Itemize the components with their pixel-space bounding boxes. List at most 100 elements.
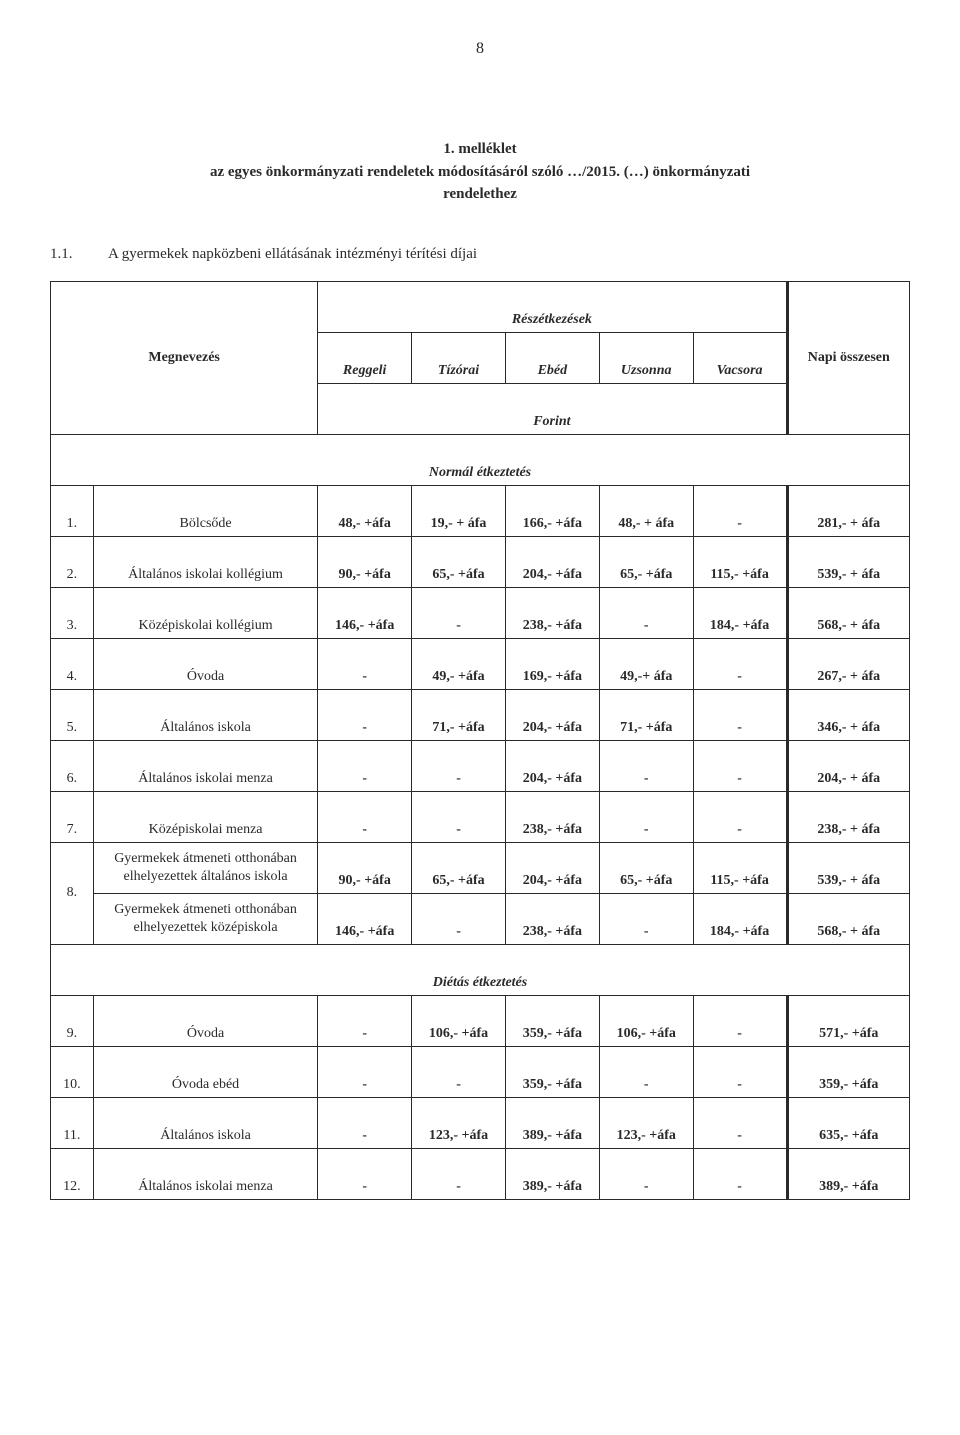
row-name: Középiskolai menza <box>93 791 317 842</box>
row-name: Általános iskolai kollégium <box>93 536 317 587</box>
cell-uzsonna: - <box>599 1046 693 1097</box>
cell-vacsora: - <box>693 995 787 1046</box>
col-uzsonna: Uzsonna <box>599 332 693 383</box>
cell-vacsora: 115,- +áfa <box>693 842 787 893</box>
cell-total: 571,- +áfa <box>787 995 909 1046</box>
cell-tizorai: - <box>412 1148 506 1199</box>
cell-total: 204,- + áfa <box>787 740 909 791</box>
cell-uzsonna: 65,- +áfa <box>599 536 693 587</box>
cell-ebed: 169,- +áfa <box>505 638 599 689</box>
cell-vacsora: - <box>693 1046 787 1097</box>
table-row: 1.Bölcsőde48,- +áfa19,- + áfa166,- +áfa4… <box>51 485 910 536</box>
section-row: Normál étkeztetés <box>51 434 910 485</box>
table-row: 11.Általános iskola-123,- +áfa389,- +áfa… <box>51 1097 910 1148</box>
row-number: 8. <box>51 842 94 944</box>
row-number: 12. <box>51 1148 94 1199</box>
table-row: 8.Gyermekek átmeneti otthonában elhelyez… <box>51 842 910 893</box>
cell-total: 568,- + áfa <box>787 587 909 638</box>
cell-vacsora: - <box>693 1097 787 1148</box>
cell-total: 539,- + áfa <box>787 536 909 587</box>
cell-vacsora: - <box>693 689 787 740</box>
cell-total: 359,- +áfa <box>787 1046 909 1097</box>
row-name: Óvoda <box>93 995 317 1046</box>
cell-tizorai: - <box>412 1046 506 1097</box>
section-label: Normál étkeztetés <box>51 434 910 485</box>
cell-uzsonna: 65,- +áfa <box>599 842 693 893</box>
row-number: 9. <box>51 995 94 1046</box>
cell-reggeli: - <box>318 638 412 689</box>
row-number: 10. <box>51 1046 94 1097</box>
cell-reggeli: - <box>318 995 412 1046</box>
cell-ebed: 389,- +áfa <box>505 1097 599 1148</box>
title-line3: rendelethez <box>50 183 910 206</box>
cell-uzsonna: - <box>599 791 693 842</box>
cell-vacsora: - <box>693 1148 787 1199</box>
cell-tizorai: - <box>412 791 506 842</box>
row-number: 2. <box>51 536 94 587</box>
cell-total: 539,- + áfa <box>787 842 909 893</box>
cell-ebed: 204,- +áfa <box>505 842 599 893</box>
section-text: A gyermekek napközbeni ellátásának intéz… <box>108 246 477 263</box>
row-number: 11. <box>51 1097 94 1148</box>
cell-tizorai: - <box>412 893 506 944</box>
cell-uzsonna: 71,- +áfa <box>599 689 693 740</box>
cell-reggeli: 48,- +áfa <box>318 485 412 536</box>
section-heading: 1.1. A gyermekek napközbeni ellátásának … <box>50 246 910 263</box>
cell-tizorai: 49,- +áfa <box>412 638 506 689</box>
cell-ebed: 389,- +áfa <box>505 1148 599 1199</box>
cell-total: 635,- +áfa <box>787 1097 909 1148</box>
row-name: Gyermekek átmeneti otthonában elhelyezet… <box>93 842 317 893</box>
cell-tizorai: - <box>412 587 506 638</box>
col-name: Megnevezés <box>51 281 318 434</box>
row-name: Gyermekek átmeneti otthonában elhelyezet… <box>93 893 317 944</box>
col-vacsora: Vacsora <box>693 332 787 383</box>
table-row: 10.Óvoda ebéd--359,- +áfa--359,- +áfa <box>51 1046 910 1097</box>
cell-ebed: 238,- +áfa <box>505 893 599 944</box>
cell-reggeli: 90,- +áfa <box>318 842 412 893</box>
section-number: 1.1. <box>50 246 84 263</box>
table-row: 9.Óvoda-106,- +áfa359,- +áfa106,- +áfa-5… <box>51 995 910 1046</box>
cell-tizorai: 19,- + áfa <box>412 485 506 536</box>
cell-vacsora: - <box>693 638 787 689</box>
cell-uzsonna: - <box>599 740 693 791</box>
cell-vacsora: - <box>693 791 787 842</box>
row-name: Középiskolai kollégium <box>93 587 317 638</box>
row-number: 1. <box>51 485 94 536</box>
row-name: Általános iskolai menza <box>93 740 317 791</box>
table-row: 2.Általános iskolai kollégium90,- +áfa65… <box>51 536 910 587</box>
cell-vacsora: 115,- +áfa <box>693 536 787 587</box>
cell-tizorai: 65,- +áfa <box>412 842 506 893</box>
table-row: 12.Általános iskolai menza--389,- +áfa--… <box>51 1148 910 1199</box>
title-line2: az egyes önkormányzati rendeletek módosí… <box>50 161 910 184</box>
col-reggeli: Reggeli <box>318 332 412 383</box>
cell-vacsora: - <box>693 740 787 791</box>
cell-uzsonna: - <box>599 893 693 944</box>
fees-table: Megnevezés Részétkezések Napi összesen R… <box>50 281 910 1200</box>
cell-reggeli: 146,- +áfa <box>318 893 412 944</box>
cell-reggeli: - <box>318 689 412 740</box>
table-row: Gyermekek átmeneti otthonában elhelyezet… <box>51 893 910 944</box>
table-row: 5.Általános iskola-71,- +áfa204,- +áfa71… <box>51 689 910 740</box>
table-row: 3.Középiskolai kollégium146,- +áfa-238,-… <box>51 587 910 638</box>
col-ebed: Ebéd <box>505 332 599 383</box>
cell-total: 346,- + áfa <box>787 689 909 740</box>
cell-ebed: 204,- +áfa <box>505 740 599 791</box>
row-number: 3. <box>51 587 94 638</box>
table-body: Normál étkeztetés1.Bölcsőde48,- +áfa19,-… <box>51 434 910 1199</box>
page-number: 8 <box>50 40 910 58</box>
cell-reggeli: - <box>318 1148 412 1199</box>
cell-ebed: 238,- +áfa <box>505 791 599 842</box>
cell-uzsonna: 48,- + áfa <box>599 485 693 536</box>
table-row: 7.Középiskolai menza--238,- +áfa--238,- … <box>51 791 910 842</box>
row-number: 7. <box>51 791 94 842</box>
cell-uzsonna: 49,-+ áfa <box>599 638 693 689</box>
cell-total: 281,- + áfa <box>787 485 909 536</box>
table-row: 6.Általános iskolai menza--204,- +áfa--2… <box>51 740 910 791</box>
row-name: Általános iskola <box>93 689 317 740</box>
cell-vacsora: 184,- +áfa <box>693 587 787 638</box>
row-name: Általános iskolai menza <box>93 1148 317 1199</box>
row-number: 6. <box>51 740 94 791</box>
cell-ebed: 238,- +áfa <box>505 587 599 638</box>
section-label: Diétás étkeztetés <box>51 944 910 995</box>
cell-tizorai: 123,- +áfa <box>412 1097 506 1148</box>
